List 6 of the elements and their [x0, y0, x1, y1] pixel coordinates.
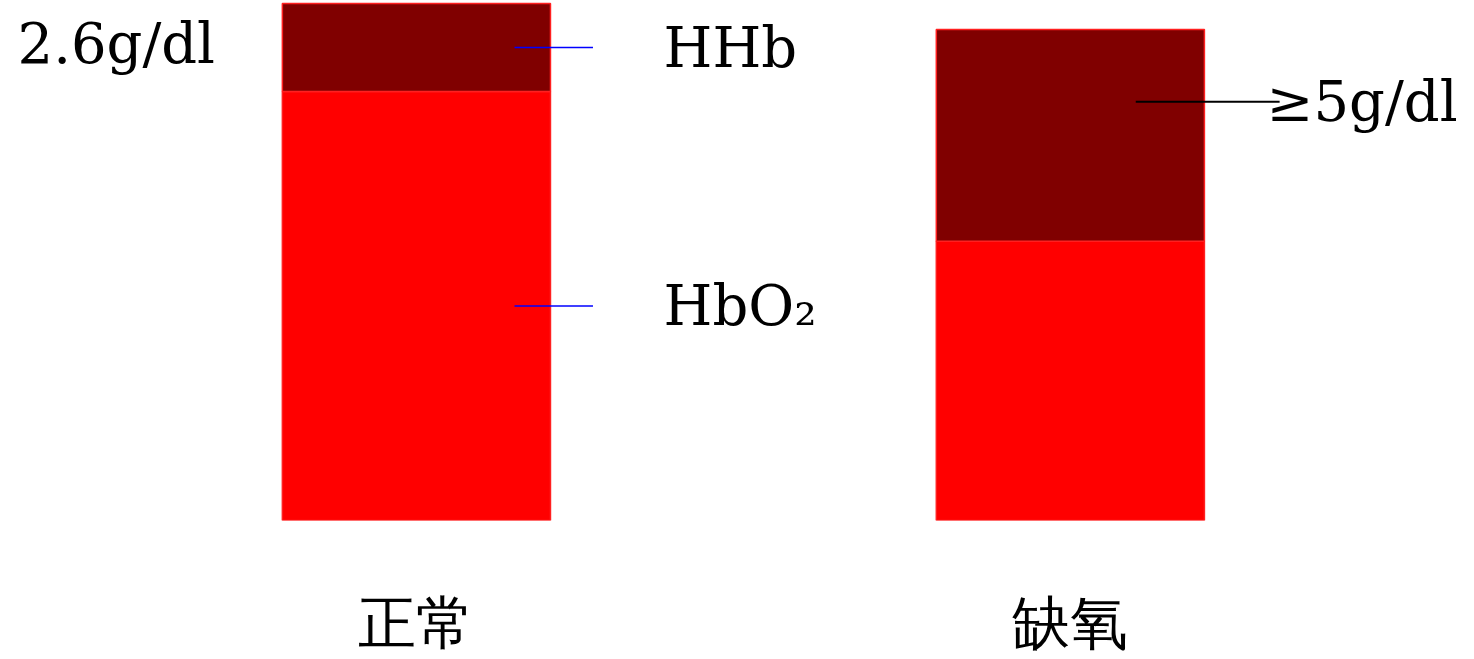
x-tick-label: 缺氧 — [1012, 588, 1129, 657]
annotation: 2.6g/dl — [17, 11, 216, 77]
text: HHb — [663, 15, 798, 81]
annotation: ≥5g/dl — [1266, 69, 1458, 135]
text: HbO₂ — [663, 273, 817, 339]
x-tick-label: 正常 — [358, 588, 475, 657]
